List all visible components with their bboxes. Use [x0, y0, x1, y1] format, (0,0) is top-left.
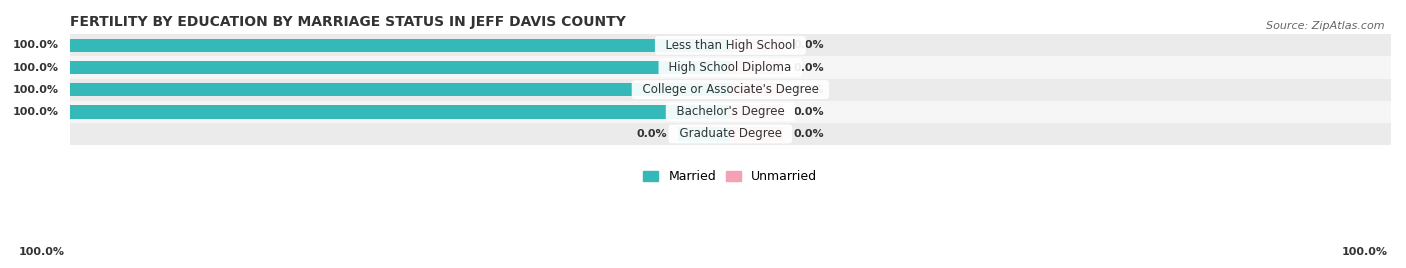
Bar: [70, 101, 1391, 123]
Bar: [730, 105, 783, 119]
Text: 100.0%: 100.0%: [1341, 247, 1388, 257]
Text: College or Associate's Degree: College or Associate's Degree: [634, 83, 827, 96]
Bar: [70, 34, 1391, 57]
Text: FERTILITY BY EDUCATION BY MARRIAGE STATUS IN JEFF DAVIS COUNTY: FERTILITY BY EDUCATION BY MARRIAGE STATU…: [70, 15, 626, 29]
Text: 100.0%: 100.0%: [13, 107, 59, 117]
Bar: [70, 83, 730, 96]
Bar: [730, 127, 783, 141]
Bar: [70, 61, 730, 75]
Bar: [678, 127, 730, 141]
Bar: [730, 83, 783, 96]
Text: 100.0%: 100.0%: [18, 247, 65, 257]
Text: 0.0%: 0.0%: [794, 129, 824, 139]
Text: 0.0%: 0.0%: [794, 85, 824, 95]
Bar: [70, 57, 1391, 79]
Text: 100.0%: 100.0%: [13, 40, 59, 50]
Bar: [70, 39, 730, 52]
Text: 0.0%: 0.0%: [794, 107, 824, 117]
Text: Graduate Degree: Graduate Degree: [672, 127, 789, 140]
Text: High School Diploma: High School Diploma: [661, 61, 799, 74]
Text: 100.0%: 100.0%: [13, 62, 59, 73]
Bar: [70, 105, 730, 119]
Text: 0.0%: 0.0%: [794, 62, 824, 73]
Text: 0.0%: 0.0%: [637, 129, 666, 139]
Legend: Married, Unmarried: Married, Unmarried: [638, 165, 823, 188]
Text: Bachelor's Degree: Bachelor's Degree: [669, 105, 792, 118]
Bar: [70, 123, 1391, 145]
Text: Less than High School: Less than High School: [658, 39, 803, 52]
Text: Source: ZipAtlas.com: Source: ZipAtlas.com: [1267, 21, 1385, 31]
Text: 100.0%: 100.0%: [13, 85, 59, 95]
Bar: [70, 79, 1391, 101]
Bar: [730, 61, 783, 75]
Text: 0.0%: 0.0%: [794, 40, 824, 50]
Bar: [730, 39, 783, 52]
